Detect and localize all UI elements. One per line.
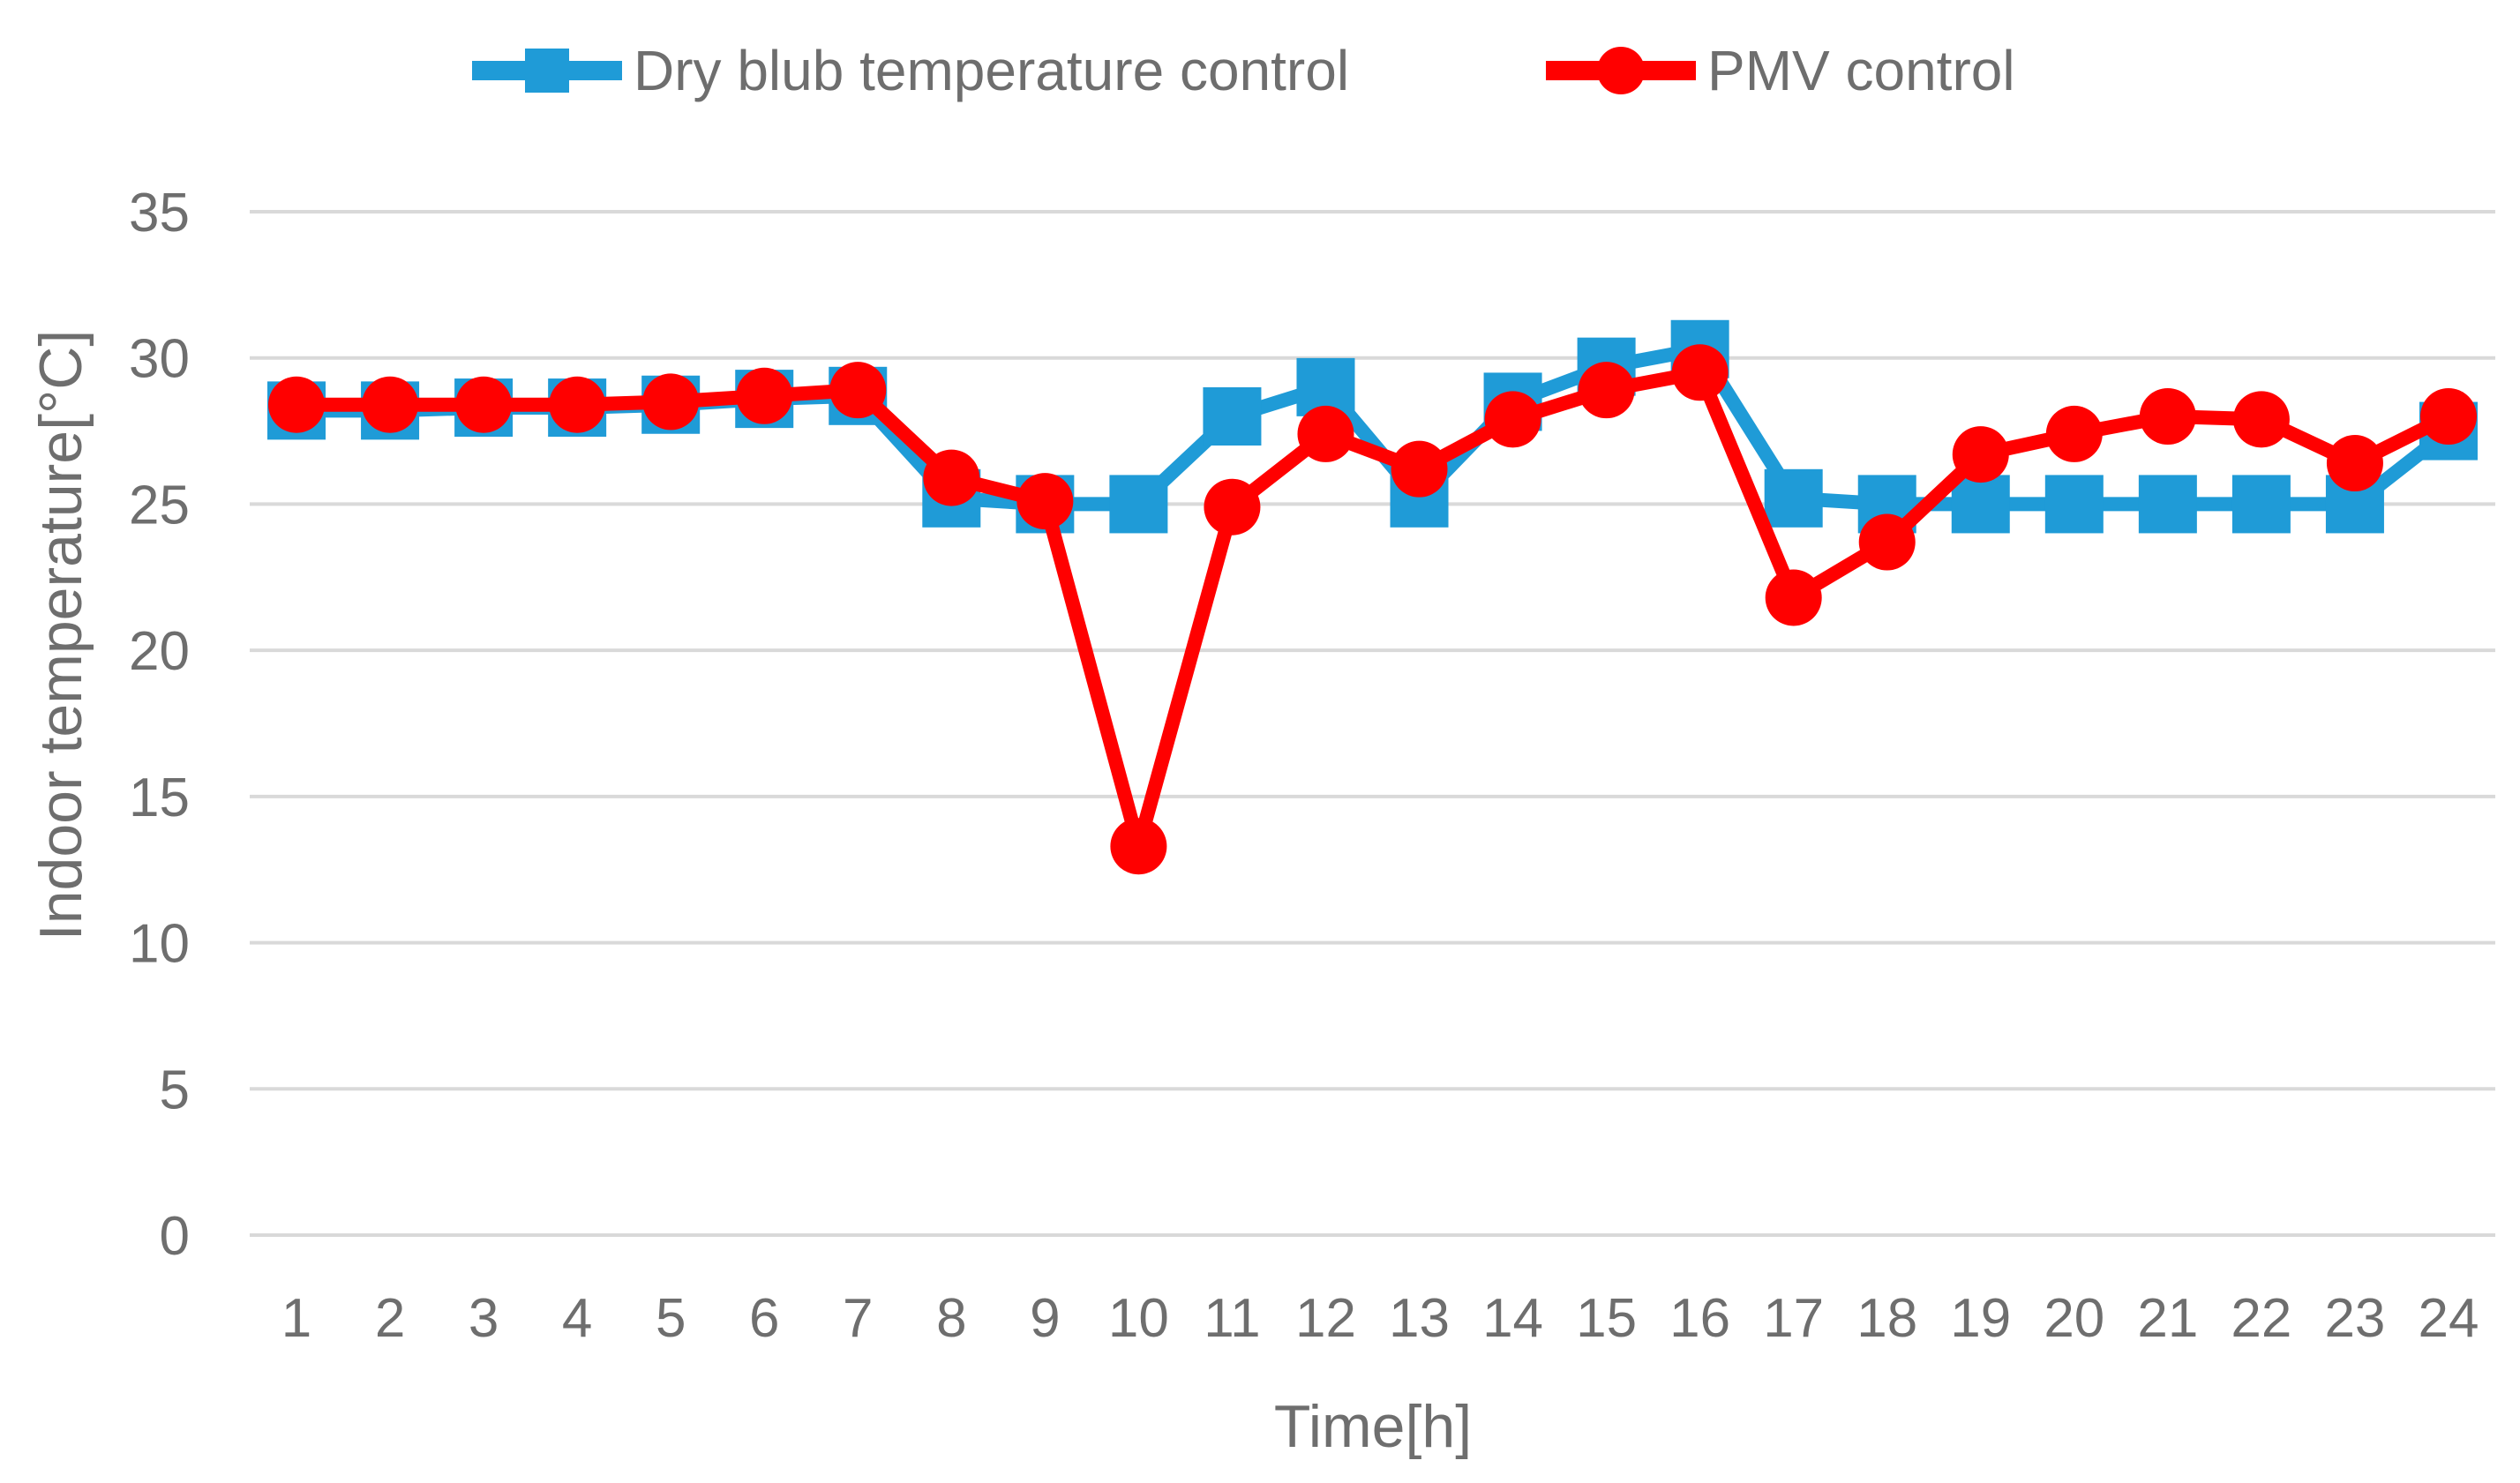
x-tick-label: 19: [1950, 1288, 2011, 1349]
x-tick-label: 10: [1108, 1288, 1169, 1349]
data-point: [923, 449, 980, 506]
data-point: [2231, 475, 2291, 534]
legend-label-dry-bulb: Dry blub temperature control: [634, 39, 1349, 102]
y-axis-title: Indoor temperature[°C]: [27, 330, 94, 940]
data-point: [2138, 475, 2197, 534]
data-point: [362, 376, 419, 433]
x-tick-label: 8: [936, 1288, 966, 1349]
legend-item-dry-bulb: Dry blub temperature control: [472, 39, 1349, 102]
data-point: [1578, 362, 1635, 419]
data-point: [642, 373, 700, 431]
x-tick-label: 15: [1576, 1288, 1637, 1349]
x-tick-label: 17: [1763, 1288, 1824, 1349]
x-tick-label: 7: [843, 1288, 873, 1349]
y-tick-label: 5: [160, 1060, 190, 1120]
x-tick-label: 5: [656, 1288, 686, 1349]
y-tick-label: 25: [129, 475, 190, 536]
x-tick-label: 4: [562, 1288, 592, 1349]
x-tick-label: 18: [1856, 1288, 1917, 1349]
gridlines: [250, 210, 2495, 1237]
data-point: [2419, 388, 2477, 445]
data-point: [2326, 435, 2383, 492]
data-point: [829, 362, 887, 419]
data-point: [455, 376, 513, 433]
x-tick-label: 14: [1482, 1288, 1543, 1349]
x-tick-label: 3: [469, 1288, 499, 1349]
data-point: [1858, 513, 1916, 571]
data-point: [2232, 391, 2290, 448]
data-point: [2139, 388, 2196, 445]
x-tick-label: 20: [2044, 1288, 2104, 1349]
y-tick-label: 10: [129, 914, 190, 975]
series-layer: [267, 319, 2478, 875]
legend-label-pmv: PMV control: [1707, 39, 2015, 102]
x-tick-label: 1: [281, 1288, 311, 1349]
data-point: [736, 367, 793, 424]
data-point: [1671, 344, 1729, 401]
data-point: [1391, 440, 1448, 498]
data-point: [2045, 405, 2103, 462]
x-tick-label: 11: [1204, 1288, 1260, 1349]
x-tick-label: 12: [1295, 1288, 1356, 1349]
x-tick-label: 2: [375, 1288, 405, 1349]
x-tick-label: 24: [2418, 1288, 2479, 1349]
data-point: [549, 376, 606, 433]
legend-marker-dry-bulb: [525, 49, 569, 93]
x-tick-label: 23: [2324, 1288, 2385, 1349]
data-point: [1765, 569, 1822, 626]
legend-item-pmv: PMV control: [1546, 39, 2015, 102]
y-tick-label: 20: [129, 621, 190, 682]
data-point: [1109, 475, 1168, 534]
data-point: [1204, 478, 1261, 536]
x-tick-label: 9: [1030, 1288, 1060, 1349]
x-tick-label: 22: [2231, 1288, 2291, 1349]
data-point: [1297, 405, 1354, 462]
x-axis-title: Time[h]: [1274, 1393, 1472, 1460]
x-tick-label: 16: [1669, 1288, 1730, 1349]
x-tick-label: 21: [2137, 1288, 2198, 1349]
y-tick-label: 0: [160, 1206, 190, 1267]
data-point: [1764, 468, 1823, 528]
legend: Dry blub temperature control PMV control: [472, 39, 2015, 102]
legend-marker-pmv: [1597, 47, 1645, 94]
series-1: [268, 344, 2477, 875]
data-point: [268, 376, 326, 433]
data-point: [1484, 391, 1541, 448]
data-point: [1110, 818, 1167, 875]
data-point: [2044, 475, 2104, 534]
y-tick-label: 30: [129, 329, 190, 390]
data-point: [1952, 426, 2009, 483]
y-tick-label: 35: [129, 183, 190, 243]
x-tick-label: 13: [1389, 1288, 1450, 1349]
data-point: [1016, 473, 1074, 530]
x-axis-ticks: 1 2 3 4 5 6 7 8 9 10 11 12 13 14 15 16 17 18 19 20 21 22 23 24: [281, 1288, 2479, 1349]
data-point: [1951, 475, 2010, 534]
y-axis-ticks: 0 5 10 15 20 25 30 35: [129, 183, 190, 1267]
x-tick-label: 6: [749, 1288, 779, 1349]
data-point: [1203, 387, 1262, 446]
y-tick-label: 15: [129, 768, 190, 828]
